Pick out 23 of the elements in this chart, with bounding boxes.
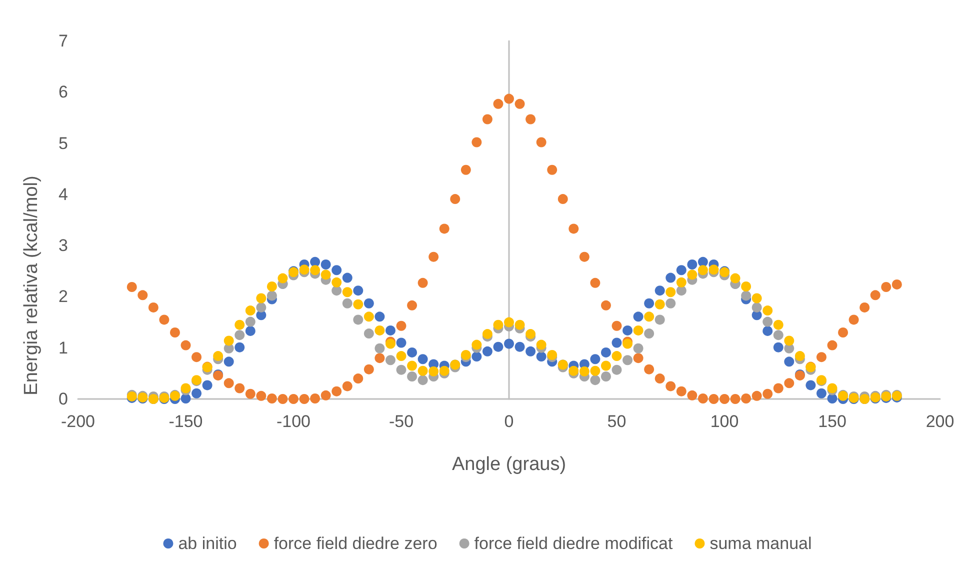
x-tick-label: -100	[276, 412, 311, 431]
x-tick-label: 150	[818, 412, 846, 431]
y-tick-label: 7	[58, 32, 68, 50]
y-tick-label: 1	[58, 338, 68, 358]
x-tick-label: -150	[168, 412, 203, 431]
y-tick-label: 4	[58, 184, 68, 204]
x-tick-label: 100	[710, 412, 739, 431]
x-tick-label: 50	[607, 412, 626, 431]
y-axis-title: Energia relativa (kcal/mol)	[21, 176, 42, 396]
y-tick-label: 5	[58, 134, 68, 153]
y-tick-label: 0	[58, 390, 68, 408]
x-tick-label: -200	[60, 412, 96, 431]
x-tick-label: 200	[926, 412, 954, 431]
legend-label: force field diedre zero	[274, 534, 438, 553]
x-tick-label: 0	[504, 412, 514, 431]
legend-label: force field diedre modificat	[474, 534, 673, 553]
y-tick-label: 2	[58, 287, 68, 306]
y-tick-label: 6	[58, 82, 68, 102]
x-axis-title: Angle (graus)	[452, 454, 566, 475]
x-tick-label: -50	[388, 412, 414, 431]
legend-label: suma manual	[710, 534, 812, 553]
legend-label: ab initio	[178, 534, 237, 553]
y-tick-label: 3	[58, 236, 68, 256]
